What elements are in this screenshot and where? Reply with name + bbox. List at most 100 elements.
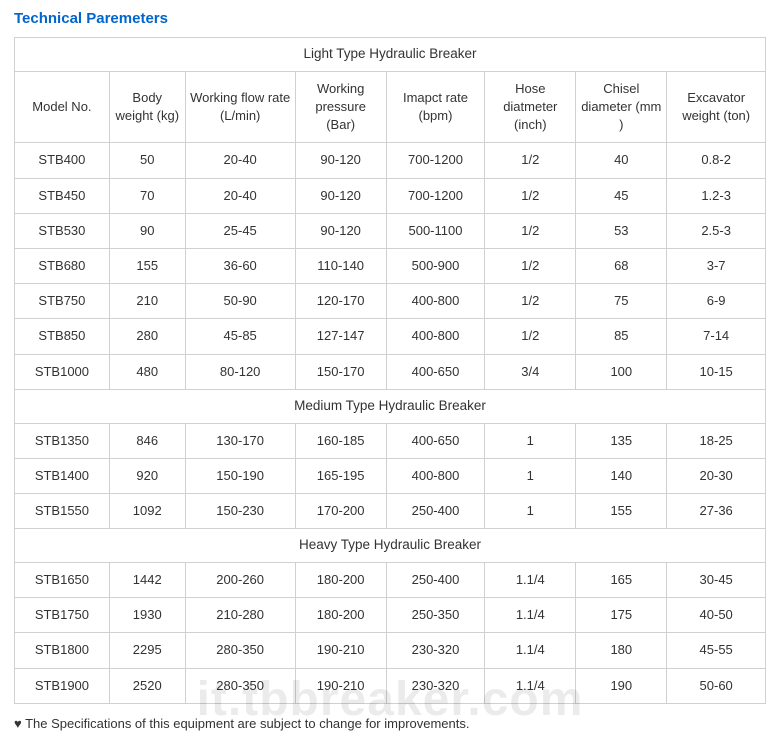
table-cell: 170-200 — [295, 494, 386, 529]
table-cell: 700-1200 — [386, 143, 485, 178]
table-cell: 400-800 — [386, 458, 485, 493]
table-cell: 150-170 — [295, 354, 386, 389]
table-row: STB19002520280-350190-210230-3201.1/4190… — [15, 668, 766, 703]
table-cell: 230-320 — [386, 633, 485, 668]
table-cell: 190 — [576, 668, 667, 703]
table-cell: 53 — [576, 213, 667, 248]
column-header: Body weight (kg) — [109, 71, 185, 143]
column-header: Working flow rate (L/min) — [185, 71, 295, 143]
table-cell: 127-147 — [295, 319, 386, 354]
table-cell: 1.1/4 — [485, 563, 576, 598]
table-cell: 80-120 — [185, 354, 295, 389]
table-cell: 1 — [485, 423, 576, 458]
table-cell: 700-1200 — [386, 178, 485, 213]
table-cell: 210 — [109, 284, 185, 319]
table-row: STB5309025-4590-120500-11001/2532.5-3 — [15, 213, 766, 248]
table-cell: 400-800 — [386, 319, 485, 354]
table-cell: STB450 — [15, 178, 110, 213]
table-cell: 150-230 — [185, 494, 295, 529]
footnote: ♥ The Specifications of this equipment a… — [14, 716, 766, 731]
table-cell: 140 — [576, 458, 667, 493]
table-cell: 250-350 — [386, 598, 485, 633]
table-cell: 846 — [109, 423, 185, 458]
table-cell: 100 — [576, 354, 667, 389]
table-cell: STB850 — [15, 319, 110, 354]
table-cell: 1/2 — [485, 249, 576, 284]
table-cell: 1.1/4 — [485, 633, 576, 668]
table-cell: 135 — [576, 423, 667, 458]
table-cell: 1 — [485, 494, 576, 529]
table-row: STB100048080-120150-170400-6503/410010-1… — [15, 354, 766, 389]
table-cell: 160-185 — [295, 423, 386, 458]
column-header: Chisel diameter (mm ) — [576, 71, 667, 143]
table-cell: 250-400 — [386, 563, 485, 598]
table-cell: 250-400 — [386, 494, 485, 529]
table-cell: 20-30 — [667, 458, 766, 493]
table-row: STB16501442200-260180-200250-4001.1/4165… — [15, 563, 766, 598]
table-cell: 1092 — [109, 494, 185, 529]
table-row: STB17501930210-280180-200250-3501.1/4175… — [15, 598, 766, 633]
table-cell: 1/2 — [485, 178, 576, 213]
table-row: STB15501092150-230170-200250-400115527-3… — [15, 494, 766, 529]
table-cell: 2295 — [109, 633, 185, 668]
table-cell: 6-9 — [667, 284, 766, 319]
table-cell: 190-210 — [295, 633, 386, 668]
table-cell: 165 — [576, 563, 667, 598]
table-cell: 155 — [109, 249, 185, 284]
table-row: STB68015536-60110-140500-9001/2683-7 — [15, 249, 766, 284]
table-cell: 27-36 — [667, 494, 766, 529]
table-row: STB1400920150-190165-195400-800114020-30 — [15, 458, 766, 493]
table-cell: 500-1100 — [386, 213, 485, 248]
table-header-row: Model No.Body weight (kg)Working flow ra… — [15, 71, 766, 143]
table-cell: 150-190 — [185, 458, 295, 493]
table-row: STB4507020-4090-120700-12001/2451.2-3 — [15, 178, 766, 213]
table-cell: 30-45 — [667, 563, 766, 598]
table-cell: 500-900 — [386, 249, 485, 284]
table-cell: 230-320 — [386, 668, 485, 703]
table-cell: STB750 — [15, 284, 110, 319]
table-cell: 280-350 — [185, 633, 295, 668]
table-cell: STB1900 — [15, 668, 110, 703]
table-cell: 180-200 — [295, 598, 386, 633]
table-cell: 190-210 — [295, 668, 386, 703]
table-cell: 50-60 — [667, 668, 766, 703]
table-cell: 1930 — [109, 598, 185, 633]
table-cell: 40 — [576, 143, 667, 178]
table-cell: 480 — [109, 354, 185, 389]
table-cell: STB1650 — [15, 563, 110, 598]
table-cell: 1.2-3 — [667, 178, 766, 213]
table-cell: STB1800 — [15, 633, 110, 668]
table-cell: STB1350 — [15, 423, 110, 458]
table-cell: 45-55 — [667, 633, 766, 668]
table-cell: 68 — [576, 249, 667, 284]
table-cell: 90-120 — [295, 213, 386, 248]
column-header: Imapct rate (bpm) — [386, 71, 485, 143]
table-cell: 1442 — [109, 563, 185, 598]
table-cell: 200-260 — [185, 563, 295, 598]
parameters-table: Light Type Hydraulic BreakerModel No.Bod… — [14, 37, 766, 704]
table-cell: STB400 — [15, 143, 110, 178]
table-cell: 45-85 — [185, 319, 295, 354]
table-cell: 110-140 — [295, 249, 386, 284]
column-header: Hose diatmeter (inch) — [485, 71, 576, 143]
table-cell: 85 — [576, 319, 667, 354]
table-cell: 130-170 — [185, 423, 295, 458]
table-row: STB4005020-4090-120700-12001/2400.8-2 — [15, 143, 766, 178]
table-cell: 90 — [109, 213, 185, 248]
table-cell: 1.1/4 — [485, 598, 576, 633]
table-cell: 90-120 — [295, 143, 386, 178]
table-cell: STB680 — [15, 249, 110, 284]
table-cell: 920 — [109, 458, 185, 493]
table-cell: 50 — [109, 143, 185, 178]
table-row: STB1350846130-170160-185400-650113518-25 — [15, 423, 766, 458]
table-cell: 20-40 — [185, 143, 295, 178]
page-title: Technical Paremeters — [14, 10, 766, 27]
table-cell: 1/2 — [485, 319, 576, 354]
section-title-row: Medium Type Hydraulic Breaker — [15, 389, 766, 423]
table-cell: 50-90 — [185, 284, 295, 319]
table-cell: 280 — [109, 319, 185, 354]
table-cell: 1/2 — [485, 143, 576, 178]
table-cell: 25-45 — [185, 213, 295, 248]
section-title: Heavy Type Hydraulic Breaker — [15, 529, 766, 563]
section-title: Medium Type Hydraulic Breaker — [15, 389, 766, 423]
